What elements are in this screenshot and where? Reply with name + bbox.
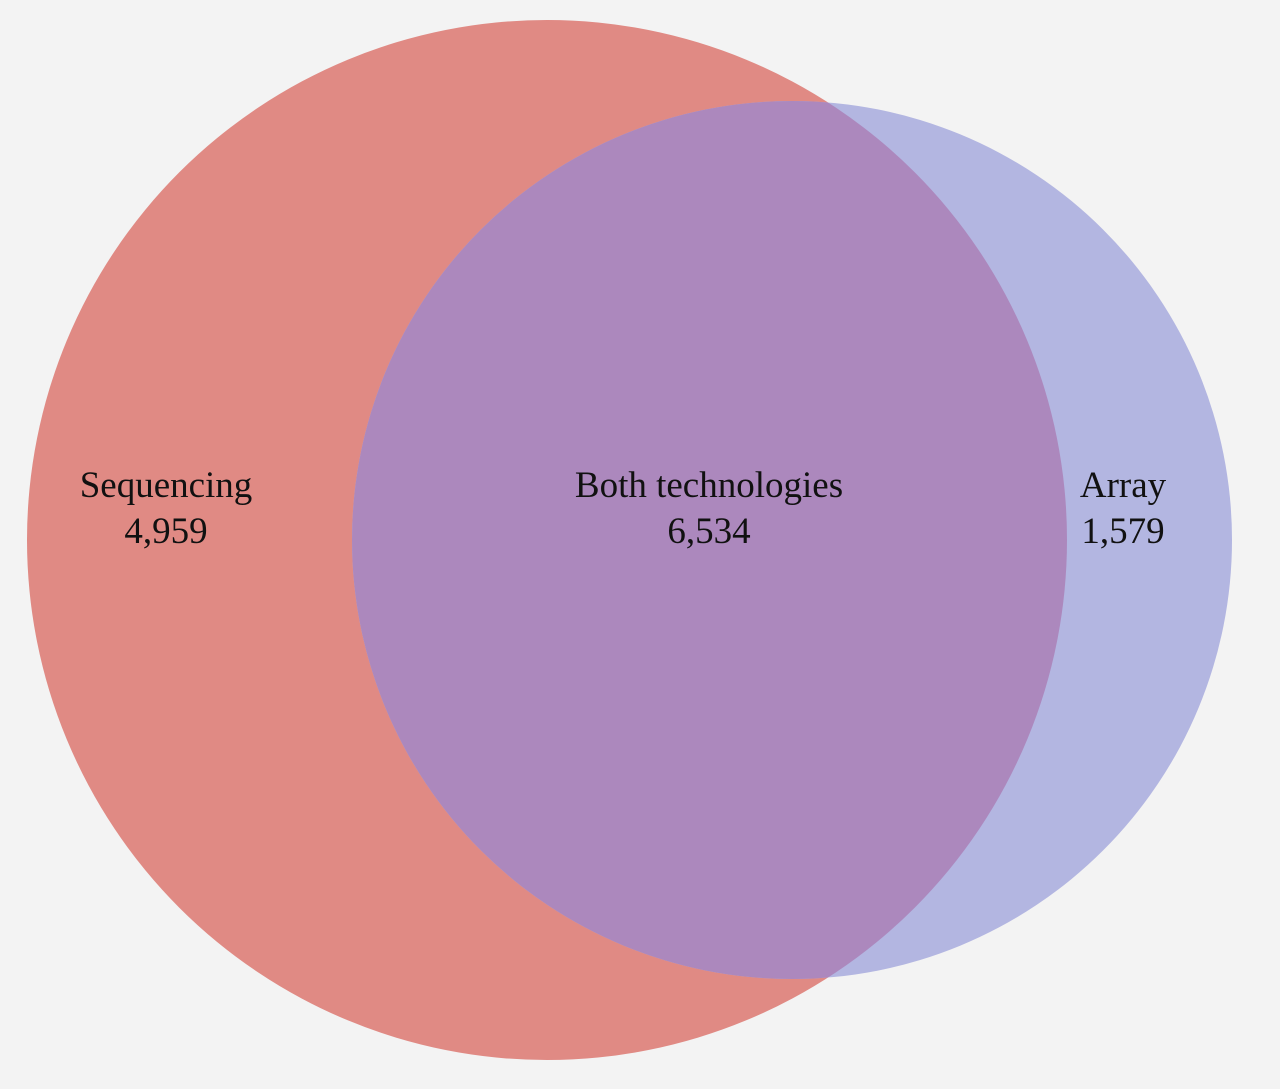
sequencing-count: 4,959 (124, 511, 207, 552)
intersection-region (352, 101, 1067, 979)
array-label: Array (1080, 465, 1167, 506)
intersection-count: 6,534 (667, 511, 750, 552)
intersection-label: Both technologies (575, 465, 843, 506)
sequencing-label: Sequencing (80, 465, 253, 506)
array-count: 1,579 (1081, 511, 1164, 552)
